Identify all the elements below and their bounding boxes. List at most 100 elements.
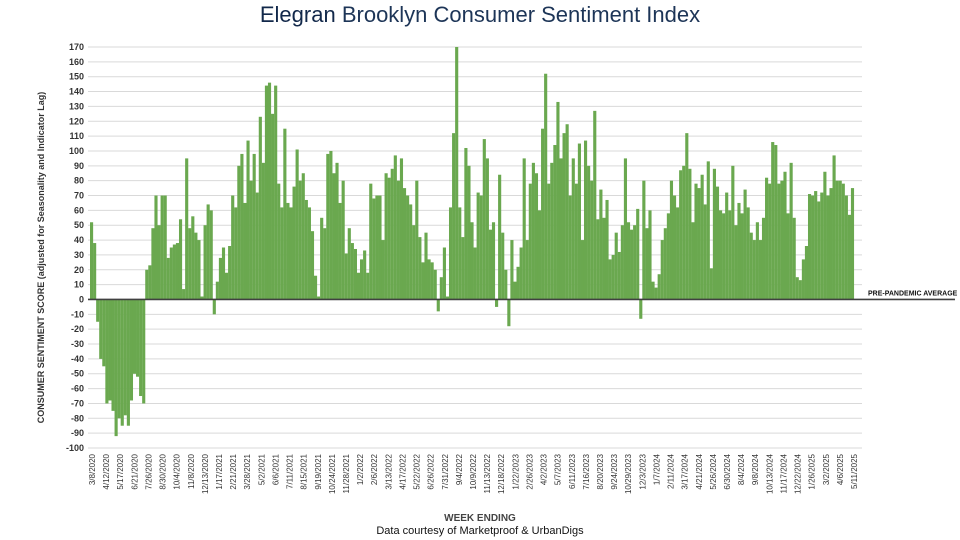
y-tick-label: 80 (74, 176, 84, 186)
bar (455, 47, 459, 300)
bar (261, 162, 265, 300)
x-axis-label: WEEK ENDING (444, 513, 516, 524)
bar (215, 281, 219, 300)
x-tick-label: 3/8/2020 (88, 453, 97, 485)
bar (344, 253, 348, 300)
x-tick-label: 9/8/2024 (751, 453, 760, 485)
y-tick-label: 150 (69, 72, 84, 82)
bar (114, 299, 118, 437)
bar (353, 248, 357, 300)
bar (725, 192, 729, 300)
bar (513, 281, 517, 300)
bar (657, 274, 661, 300)
bar (820, 192, 824, 300)
bar (332, 173, 336, 300)
bar (363, 250, 367, 300)
x-tick-label: 12/18/2022 (497, 453, 506, 494)
y-axis-label: CONSUMER SENTIMENT SCORE (adjusted for S… (36, 92, 46, 424)
y-axis: 1701601501401301201101009080706050403020… (66, 42, 84, 453)
bar (203, 225, 207, 300)
bar (838, 180, 842, 300)
bar (178, 219, 183, 300)
bar (482, 139, 486, 300)
bar (488, 229, 493, 300)
bar (218, 257, 222, 300)
bar (255, 192, 259, 300)
y-tick-label: 40 (74, 235, 84, 245)
x-tick-label: 2/6/2022 (370, 453, 379, 485)
bar (267, 82, 272, 300)
bar (375, 195, 379, 300)
y-tick-label: -30 (71, 339, 84, 349)
bar (185, 158, 189, 300)
bar (406, 195, 410, 300)
bar (829, 188, 833, 300)
bar (378, 195, 382, 300)
bar (835, 180, 839, 300)
bar (608, 259, 612, 300)
bar (700, 174, 704, 300)
x-tick-label: 9/24/2023 (610, 453, 619, 489)
bar (467, 165, 471, 300)
bar (372, 198, 376, 300)
bar (774, 145, 778, 300)
x-tick-label: 9/19/2021 (314, 453, 323, 489)
bar (495, 299, 499, 307)
bar (154, 195, 158, 300)
y-tick-label: 100 (69, 146, 84, 156)
bar (424, 232, 428, 300)
bar (298, 180, 302, 300)
bar (105, 299, 109, 404)
bar (648, 210, 652, 300)
bar (415, 180, 419, 300)
bar (580, 240, 585, 300)
bar (360, 259, 364, 300)
x-tick-label: 8/30/2020 (159, 453, 168, 489)
x-tick-label: 5/22/2022 (413, 453, 422, 489)
y-tick-label: 50 (74, 220, 84, 230)
bar (252, 153, 256, 300)
bar (476, 192, 480, 300)
bar (544, 73, 548, 300)
bar (556, 101, 560, 300)
y-tick-label: 120 (69, 116, 84, 126)
x-tick-label: 2/11/2024 (667, 453, 676, 489)
x-tick-label: 8/20/2023 (596, 453, 605, 489)
bar (749, 232, 753, 300)
bar (249, 180, 253, 300)
y-tick-label: 170 (69, 42, 84, 52)
bar (611, 254, 615, 300)
bar (197, 240, 201, 300)
bar (206, 204, 210, 300)
bar (473, 247, 477, 300)
bar (277, 183, 281, 300)
x-tick-label: 4/6/2025 (836, 453, 845, 485)
y-tick-label: -70 (71, 398, 84, 408)
x-tick-label: 5/7/2023 (554, 453, 563, 485)
x-tick-label: 6/30/2024 (723, 453, 732, 489)
x-tick-label: 3/17/2024 (681, 453, 690, 489)
bar (491, 222, 496, 300)
bar (194, 232, 198, 300)
x-tick-label: 8/4/2024 (737, 453, 746, 485)
bar (694, 183, 698, 300)
bar (685, 133, 689, 300)
bar (452, 133, 456, 300)
bar (636, 208, 640, 300)
x-tick-label: 6/26/2022 (427, 453, 436, 489)
bar (283, 128, 287, 300)
x-tick-label: 5/26/2024 (709, 453, 718, 489)
bar (550, 162, 554, 300)
bar (679, 170, 683, 300)
bar (715, 186, 720, 300)
bar (531, 162, 535, 300)
bar (264, 85, 269, 300)
y-tick-label: -40 (71, 354, 84, 364)
bar (826, 195, 830, 300)
bar (682, 165, 686, 300)
bar (96, 299, 100, 322)
bar (746, 207, 750, 300)
bar (712, 168, 716, 300)
bar (501, 232, 505, 300)
